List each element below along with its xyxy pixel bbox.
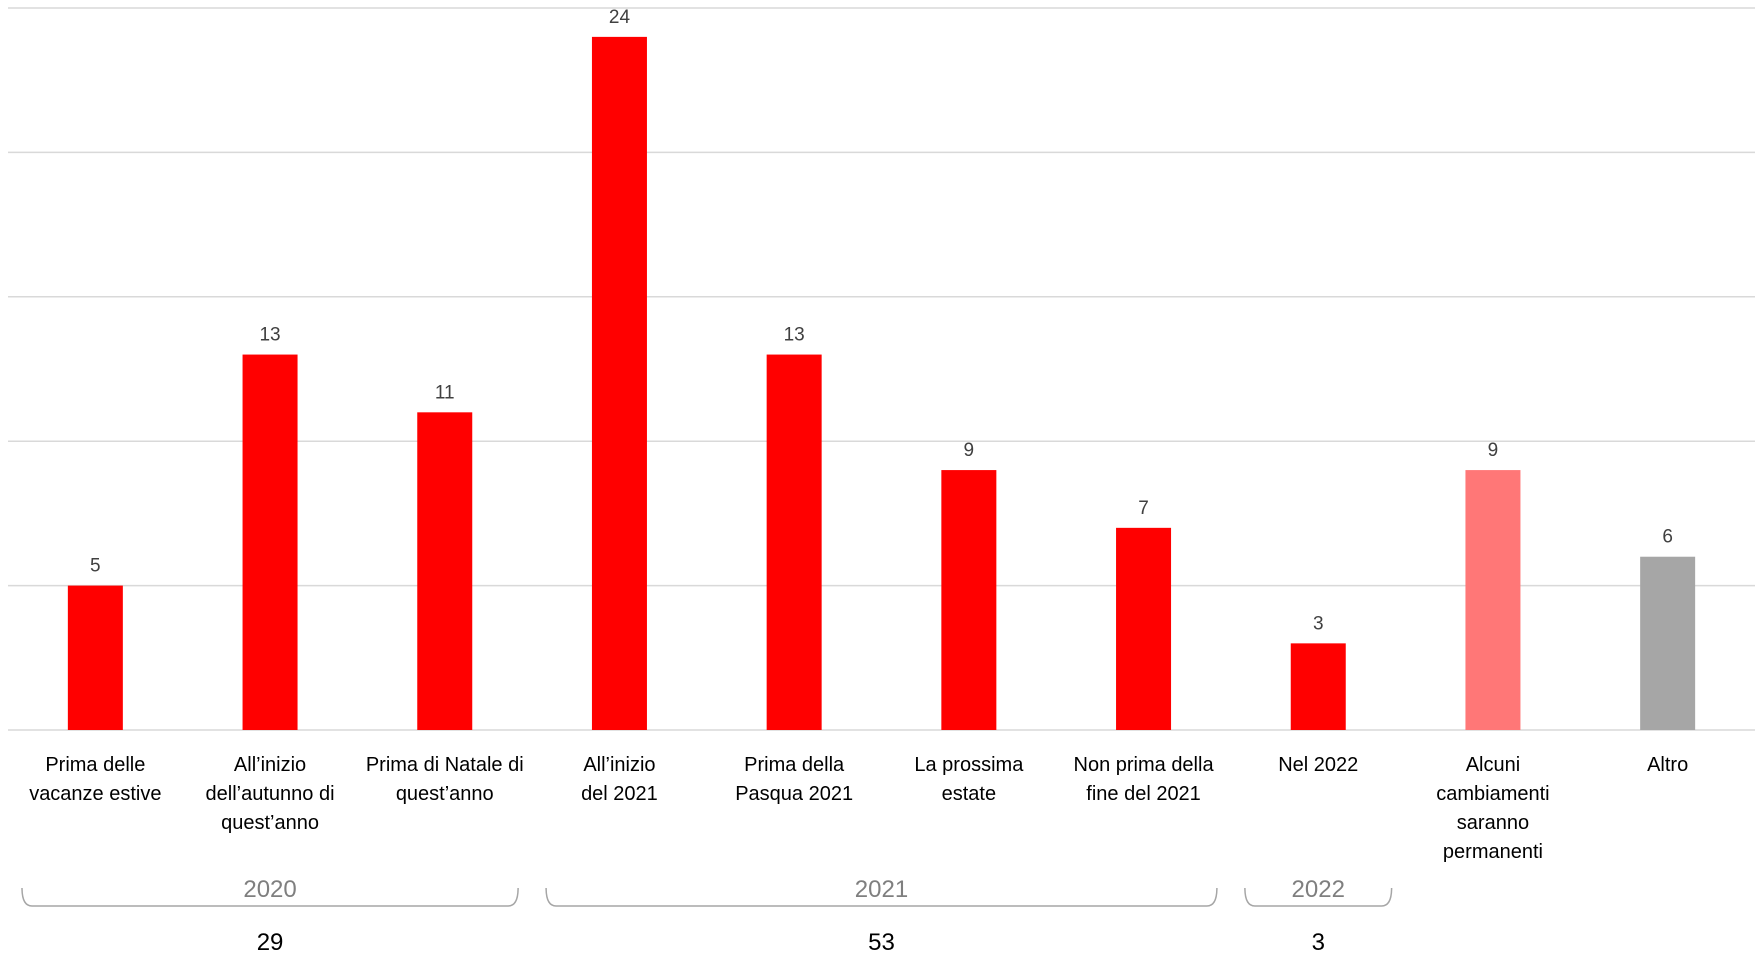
bar	[941, 470, 997, 730]
category-label: Prima di Natale di quest’anno	[366, 754, 524, 805]
bar	[67, 585, 123, 730]
data-label: 9	[964, 440, 975, 461]
group-total-label: 3	[1312, 929, 1325, 956]
category-labels: Prima delle vacanze estive All’inizio dell’…	[29, 754, 1688, 863]
category-label: Altro	[1647, 754, 1688, 776]
data-label: 13	[259, 325, 280, 346]
data-label: 24	[609, 7, 631, 28]
category-label: Nel 2022	[1278, 754, 1358, 776]
data-label: 5	[90, 556, 101, 577]
value-labels: 5 13 11 24 13 9 7 3 9 6	[90, 7, 1673, 634]
bar	[242, 354, 298, 730]
bars	[67, 36, 1696, 730]
data-label: 11	[435, 382, 455, 403]
group-year-label: 2022	[1292, 876, 1345, 903]
bar	[591, 36, 647, 730]
group-total-label: 29	[257, 929, 284, 956]
data-label: 13	[784, 325, 805, 346]
grid-lines	[8, 7, 1755, 731]
bar	[1640, 556, 1696, 730]
data-label: 6	[1662, 527, 1673, 548]
group-year-label: 2021	[855, 876, 908, 903]
bar	[1290, 643, 1346, 730]
group-bracket	[1244, 887, 1393, 907]
bar	[1465, 470, 1521, 730]
category-label: All’inizio dell’autunno di quest’anno	[206, 754, 335, 834]
category-label: La prossima estate	[914, 754, 1024, 805]
category-label: Non prima della fine del 2021	[1074, 754, 1215, 805]
bar	[766, 354, 822, 730]
data-label: 3	[1313, 613, 1324, 634]
year-groups: 2020 29 2021 53 2022 3	[21, 876, 1393, 956]
category-label: Alcuni cambiamenti saranno permanenti	[1436, 754, 1549, 863]
category-label: Prima della Pasqua 2021	[735, 754, 853, 805]
data-label: 9	[1488, 440, 1499, 461]
data-label: 7	[1138, 498, 1149, 519]
category-label: All’inizio del 2021	[581, 754, 658, 805]
category-label: Prima delle vacanze estive	[29, 754, 161, 805]
group-bracket	[21, 887, 519, 907]
group-year-label: 2020	[243, 876, 296, 903]
group-total-label: 53	[868, 929, 895, 956]
bar	[1116, 527, 1172, 730]
group-bracket	[545, 887, 1218, 907]
bar	[417, 412, 473, 730]
